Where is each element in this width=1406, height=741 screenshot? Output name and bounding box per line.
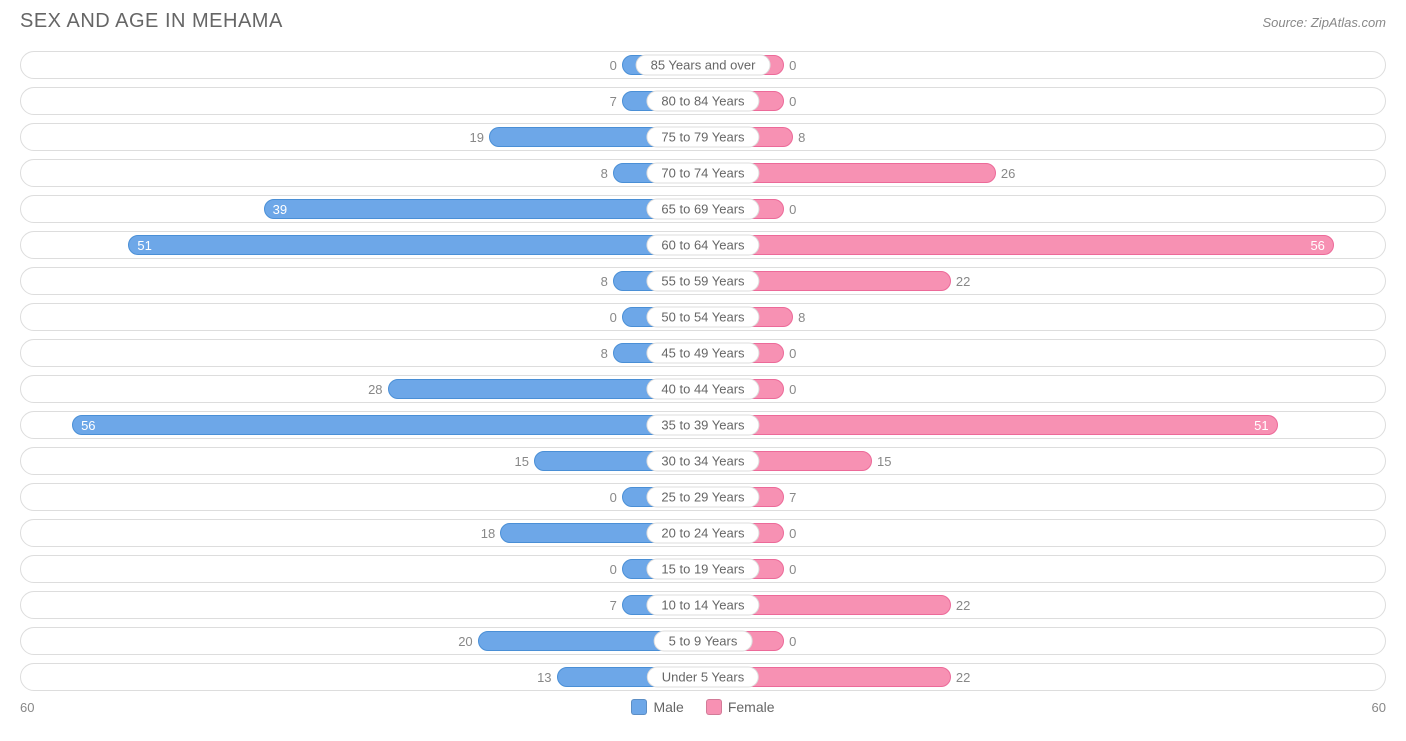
female-value: 26 [995,166,1023,181]
female-value: 0 [783,346,804,361]
age-category-label: Under 5 Years [647,667,759,688]
age-category-label: 20 to 24 Years [646,523,759,544]
age-category-label: 80 to 84 Years [646,91,759,112]
male-value: 0 [602,490,623,505]
male-value: 8 [593,346,614,361]
pyramid-row: 7 22 10 to 14 Years [20,591,1386,619]
age-category-label: 10 to 14 Years [646,595,759,616]
age-category-label: 55 to 59 Years [646,271,759,292]
pyramid-row: 0 0 85 Years and over [20,51,1386,79]
female-value: 22 [950,670,978,685]
male-bar: 51 [128,235,703,255]
female-value: 56 [1302,238,1332,253]
pyramid-row: 20 0 5 to 9 Years [20,627,1386,655]
female-value: 0 [783,526,804,541]
male-value: 7 [602,94,623,109]
pyramid-row: 0 7 25 to 29 Years [20,483,1386,511]
male-value: 13 [529,670,557,685]
chart-legend: Male Female [631,699,774,715]
axis-max-left: 60 [20,700,34,715]
pyramid-row: 0 0 15 to 19 Years [20,555,1386,583]
legend-label: Female [728,699,775,715]
female-value: 0 [783,634,804,649]
age-category-label: 30 to 34 Years [646,451,759,472]
male-value: 18 [473,526,501,541]
female-bar: 56 [703,235,1334,255]
male-bar: 56 [72,415,703,435]
age-category-label: 15 to 19 Years [646,559,759,580]
female-value: 15 [871,454,899,469]
male-value: 8 [593,274,614,289]
axis-max-right: 60 [1372,700,1386,715]
male-value: 0 [602,58,623,73]
age-category-label: 50 to 54 Years [646,307,759,328]
legend-swatch [706,699,722,715]
pyramid-row: 19 8 75 to 79 Years [20,123,1386,151]
legend-label: Male [653,699,683,715]
age-category-label: 40 to 44 Years [646,379,759,400]
age-category-label: 70 to 74 Years [646,163,759,184]
pyramid-row: 56 51 35 to 39 Years [20,411,1386,439]
female-value: 51 [1246,418,1276,433]
population-pyramid-chart: 0085 Years and over7080 to 84 Years19875… [20,51,1386,691]
chart-title: SEX AND AGE IN MEHAMA [20,10,283,33]
age-category-label: 65 to 69 Years [646,199,759,220]
chart-footer: 60 Male Female 60 [20,699,1386,715]
male-value: 0 [602,310,623,325]
pyramid-row: 8 22 55 to 59 Years [20,267,1386,295]
male-value: 20 [450,634,478,649]
female-value: 8 [792,310,813,325]
male-value: 56 [73,418,103,433]
female-value: 22 [950,274,978,289]
female-value: 0 [783,58,804,73]
age-category-label: 45 to 49 Years [646,343,759,364]
male-value: 0 [602,562,623,577]
male-value: 51 [129,238,159,253]
female-value: 22 [950,598,978,613]
female-value: 0 [783,382,804,397]
pyramid-row: 39 0 65 to 69 Years [20,195,1386,223]
pyramid-row: 13 22 Under 5 Years [20,663,1386,691]
female-value: 0 [783,562,804,577]
pyramid-row: 51 56 60 to 64 Years [20,231,1386,259]
female-value: 0 [783,202,804,217]
age-category-label: 60 to 64 Years [646,235,759,256]
female-value: 0 [783,94,804,109]
legend-item: Male [631,699,683,715]
pyramid-row: 8 26 70 to 74 Years [20,159,1386,187]
legend-item: Female [706,699,775,715]
male-value: 15 [507,454,535,469]
pyramid-row: 7 0 80 to 84 Years [20,87,1386,115]
male-value: 7 [602,598,623,613]
legend-swatch [631,699,647,715]
male-bar: 39 [264,199,703,219]
age-category-label: 75 to 79 Years [646,127,759,148]
age-category-label: 35 to 39 Years [646,415,759,436]
male-value: 8 [593,166,614,181]
age-category-label: 25 to 29 Years [646,487,759,508]
female-bar: 51 [703,415,1278,435]
age-category-label: 85 Years and over [636,55,771,76]
pyramid-row: 0 8 50 to 54 Years [20,303,1386,331]
male-value: 19 [461,130,489,145]
pyramid-row: 15 15 30 to 34 Years [20,447,1386,475]
female-value: 7 [783,490,804,505]
female-value: 8 [792,130,813,145]
pyramid-row: 8 0 45 to 49 Years [20,339,1386,367]
chart-header: SEX AND AGE IN MEHAMA Source: ZipAtlas.c… [20,10,1386,33]
chart-source: Source: ZipAtlas.com [1262,15,1386,30]
age-category-label: 5 to 9 Years [654,631,753,652]
male-value: 39 [265,202,295,217]
pyramid-row: 18 0 20 to 24 Years [20,519,1386,547]
male-value: 28 [360,382,388,397]
pyramid-row: 28 0 40 to 44 Years [20,375,1386,403]
